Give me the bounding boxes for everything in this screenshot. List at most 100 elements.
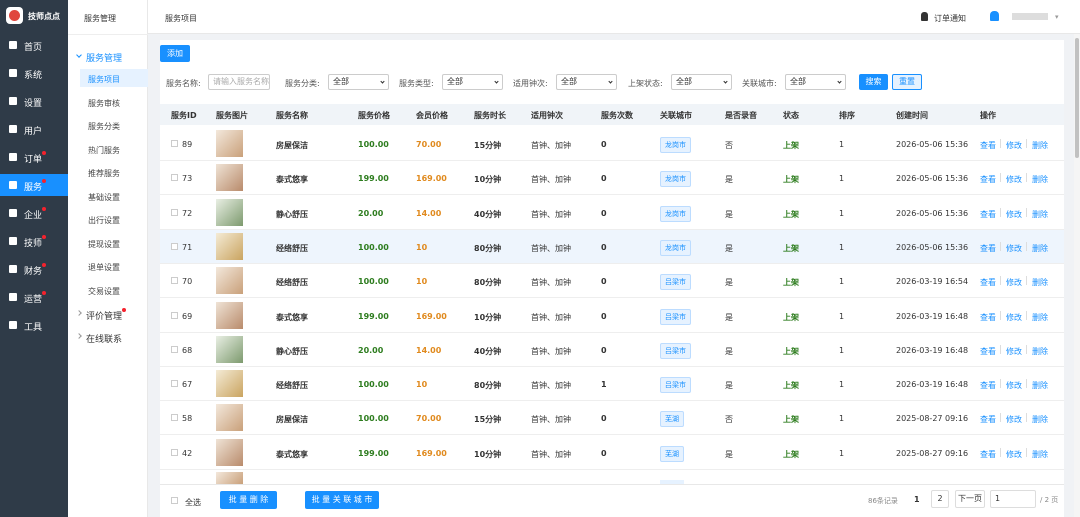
menu-label[interactable]: 技师 [24, 239, 43, 249]
row-checkbox[interactable] [171, 414, 178, 422]
row-action[interactable]: 修改 [1006, 381, 1022, 391]
submenu-group[interactable]: 在线联系 [86, 335, 123, 345]
menu-item[interactable]: 订单 [0, 146, 68, 168]
submenu-item[interactable]: 服务项目 [88, 75, 120, 84]
row-action[interactable]: 查看 [980, 449, 996, 459]
table-header-cell: 创建时间 [896, 111, 928, 120]
select-all-checkbox[interactable] [171, 497, 178, 504]
page-current[interactable]: 1 [914, 495, 920, 504]
submenu-group[interactable]: 评价管理 [86, 312, 123, 322]
submenu-group[interactable]: 服务管理 [86, 54, 123, 64]
row-action[interactable]: 查看 [980, 381, 996, 391]
menu-label[interactable]: 企业 [24, 211, 43, 221]
user-caret[interactable]: ▾ [1055, 13, 1059, 21]
menu-item[interactable]: 运营 [0, 286, 68, 308]
row-checkbox[interactable] [171, 448, 178, 456]
row-checkbox[interactable] [171, 380, 178, 388]
row-action[interactable]: 删除 [1032, 278, 1048, 288]
row-action[interactable]: 删除 [1032, 449, 1048, 459]
row-action[interactable]: 修改 [1006, 141, 1022, 150]
row-action[interactable]: 删除 [1032, 243, 1048, 253]
page-link[interactable]: 2 [931, 490, 949, 508]
notice[interactable]: 订单通知 [934, 14, 966, 23]
row-action[interactable]: 删除 [1032, 381, 1048, 391]
submenu-item[interactable]: 交易设置 [88, 286, 120, 296]
menu-label[interactable]: 设置 [24, 99, 43, 109]
submenu-item[interactable]: 服务审核 [88, 98, 120, 108]
next-page[interactable]: 下一页 [955, 490, 985, 508]
row-action[interactable]: 查看 [980, 278, 996, 288]
row-action[interactable]: 修改 [1006, 175, 1022, 185]
row-action[interactable]: 删除 [1032, 346, 1048, 356]
service-image [216, 130, 243, 157]
row-action[interactable]: 删除 [1032, 141, 1048, 150]
row-action[interactable]: 查看 [980, 141, 996, 150]
filter-select[interactable]: 全部 [442, 74, 503, 90]
search-input[interactable]: 请输入服务名称 [208, 74, 270, 90]
menu-label[interactable]: 工具 [24, 323, 43, 333]
menu-item[interactable]: 企业 [0, 202, 68, 224]
row-action[interactable]: 查看 [980, 209, 996, 219]
row-action[interactable]: 修改 [1006, 346, 1022, 356]
menu-label[interactable]: 订单 [24, 155, 43, 165]
batch-delete-button[interactable]: 批 量 删 除 [220, 491, 277, 509]
row-action[interactable]: 删除 [1032, 209, 1048, 219]
row-action[interactable]: 查看 [980, 415, 996, 425]
row-checkbox[interactable] [171, 311, 178, 319]
submenu-item[interactable]: 基础设置 [88, 192, 120, 202]
menu-label[interactable]: 首页 [24, 43, 43, 53]
row-action[interactable]: 修改 [1006, 243, 1022, 253]
reset-button[interactable]: 重置 [892, 74, 922, 90]
menu-label[interactable]: 服务 [24, 183, 43, 193]
submenu-item[interactable]: 服务分类 [88, 122, 120, 131]
row-action[interactable]: 修改 [1006, 449, 1022, 459]
row-action[interactable]: 删除 [1032, 175, 1048, 185]
row-checkbox[interactable] [171, 208, 178, 216]
menu-item[interactable]: 首页 [0, 34, 68, 56]
action-divider [1000, 413, 1001, 423]
row-checkbox[interactable] [171, 277, 178, 285]
filter-select[interactable]: 全部 [671, 74, 732, 90]
table-cell: 73 [182, 174, 193, 184]
menu-label[interactable]: 用户 [24, 127, 43, 137]
menu-item[interactable]: 工具 [0, 314, 68, 336]
row-action[interactable]: 修改 [1006, 415, 1022, 425]
row-action[interactable]: 查看 [980, 312, 996, 322]
select-all-label[interactable]: 全选 [185, 498, 201, 507]
submenu-item[interactable]: 热门服务 [88, 145, 120, 155]
menu-item[interactable]: 用户 [0, 118, 68, 140]
filter-select[interactable]: 全部 [328, 74, 389, 90]
row-action[interactable]: 修改 [1006, 278, 1022, 288]
filter-select[interactable]: 全部 [785, 74, 846, 90]
menu-item[interactable]: 服务 [0, 174, 68, 196]
user-name-blurred[interactable] [1012, 13, 1048, 20]
row-checkbox[interactable] [171, 345, 178, 353]
row-action[interactable]: 修改 [1006, 312, 1022, 322]
menu-item[interactable]: 财务 [0, 258, 68, 280]
menu-item[interactable]: 技师 [0, 230, 68, 252]
search-button[interactable]: 搜索 [859, 74, 888, 90]
row-action[interactable]: 删除 [1032, 312, 1048, 322]
row-checkbox[interactable] [171, 174, 178, 182]
add-button[interactable]: 添加 [160, 45, 190, 62]
menu-item[interactable]: 系统 [0, 62, 68, 84]
menu-label[interactable]: 运营 [24, 295, 43, 305]
row-checkbox[interactable] [171, 140, 178, 147]
row-checkbox[interactable] [171, 242, 178, 250]
row-action[interactable]: 查看 [980, 346, 996, 356]
batch-city-button[interactable]: 批 量 关 联 城 市 [305, 491, 379, 509]
action-divider [1026, 310, 1027, 320]
submenu-item[interactable]: 提现设置 [88, 239, 120, 249]
row-action[interactable]: 修改 [1006, 209, 1022, 219]
submenu-item[interactable]: 退单设置 [88, 263, 120, 272]
menu-label[interactable]: 系统 [24, 71, 43, 81]
submenu-item[interactable]: 出行设置 [88, 216, 120, 225]
row-action[interactable]: 查看 [980, 243, 996, 253]
menu-item[interactable]: 设置 [0, 90, 68, 112]
page-input[interactable]: 1 [990, 490, 1036, 508]
row-action[interactable]: 删除 [1032, 415, 1048, 425]
row-action[interactable]: 查看 [980, 175, 996, 185]
filter-select[interactable]: 全部 [556, 74, 617, 90]
menu-label[interactable]: 财务 [24, 267, 43, 277]
submenu-item[interactable]: 推荐服务 [88, 169, 120, 178]
